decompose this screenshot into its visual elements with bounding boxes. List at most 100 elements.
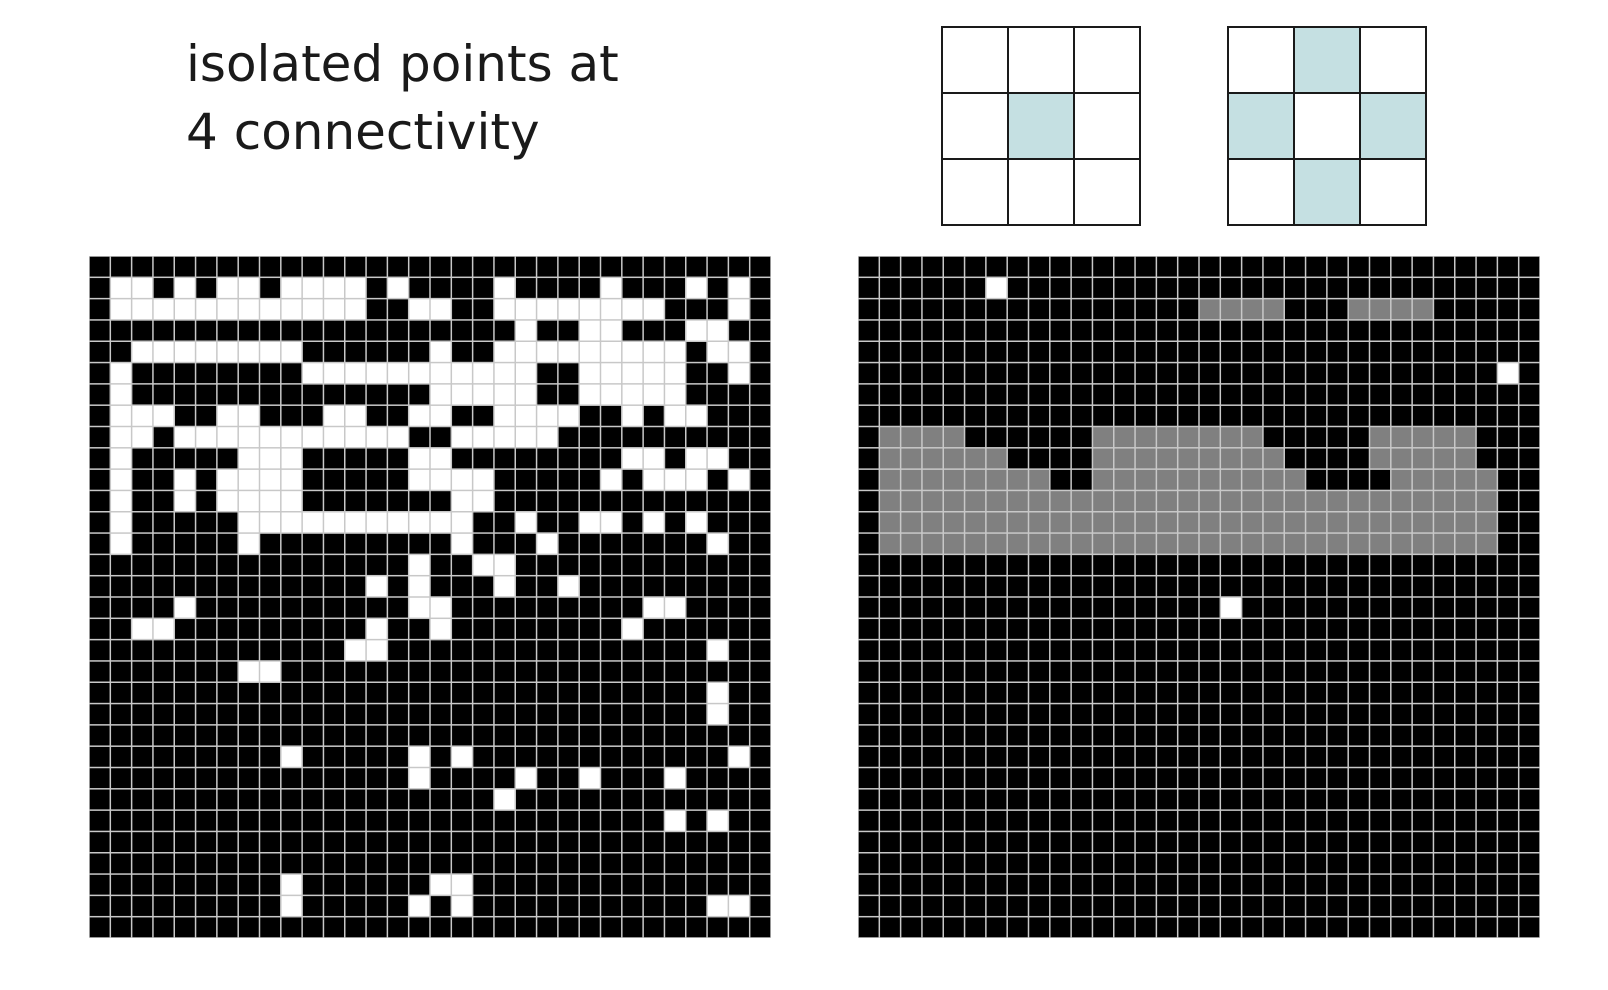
pixel-cell [132,512,153,533]
pixel-cell [601,853,622,874]
pixel-cell [281,810,302,831]
pixel-cell [1285,640,1305,661]
pixel-cell [1135,555,1156,575]
pixel-cell [729,683,749,703]
pixel-cell [1029,683,1050,703]
pixel-cell [1519,768,1540,789]
pixel-cell [858,661,879,682]
pixel-cell [217,896,238,916]
pixel-cell [452,299,472,320]
pixel-cell [260,725,281,746]
pixel-cell [601,427,622,448]
pixel-cell [452,278,472,298]
pixel-cell [1050,619,1071,639]
pixel-cell [238,320,259,341]
pixel-cell [1221,278,1241,298]
pixel-cell [1007,704,1028,725]
pixel-cell [1114,555,1135,575]
pixel-cell [1114,619,1135,639]
pixel-cell [302,853,323,874]
pixel-cell [558,725,579,746]
pixel-cell [324,768,344,789]
pixel-cell [260,810,281,831]
pixel-cell [1476,810,1497,831]
pixel-cell [494,683,515,703]
pixel-cell [1476,448,1497,469]
pixel-cell [1285,469,1305,490]
pixel-cell [324,683,344,703]
pixel-cell [409,576,430,597]
pixel-cell [1519,555,1540,575]
pixel-cell [1029,874,1050,895]
pixel-cell [175,725,195,746]
pixel-cell [558,810,579,831]
pixel-cell [1476,874,1497,895]
pixel-cell [729,746,749,767]
pixel-cell [430,853,451,874]
pixel-cell [1071,555,1092,575]
pixel-cell [1071,533,1092,554]
pixel-cell [1221,342,1241,362]
pixel-cell [880,746,900,767]
pixel-cell [1093,384,1113,405]
pixel-cell [1050,256,1071,277]
pixel-cell [1498,704,1518,725]
pixel-cell [1242,427,1263,448]
pixel-cell [516,363,536,384]
pixel-cell [1093,810,1113,831]
pixel-cell [111,619,131,639]
pixel-cell [1093,555,1113,575]
pixel-cell [1412,896,1433,916]
pixel-cell [388,384,408,405]
pixel-cell [601,896,622,916]
pixel-cell [1519,853,1540,874]
pixel-cell [858,384,879,405]
pixel-cell [89,810,110,831]
pixel-cell [901,342,922,362]
pixel-cell [452,917,472,938]
pixel-cell [1306,661,1327,682]
pixel-cell [1348,810,1369,831]
pixel-cell [1306,320,1327,341]
pixel-cell [1221,789,1241,810]
pixel-cell [944,363,964,384]
pixel-cell [1071,874,1092,895]
pixel-cell [260,448,281,469]
pixel-cell [1263,427,1284,448]
pixel-cell [1114,256,1135,277]
pixel-cell [1093,853,1113,874]
pixel-cell [324,576,344,597]
pixel-cell [986,704,1007,725]
pixel-cell [1007,874,1028,895]
pixel-cell [1178,597,1199,618]
pixel-cell [1434,768,1454,789]
pixel-cell [153,683,174,703]
pixel-cell [111,768,131,789]
pixel-cell [579,555,600,575]
pixel-cell [1412,683,1433,703]
pixel-cell [430,491,451,511]
pixel-cell [729,320,749,341]
pixel-cell [366,832,387,852]
isolated-points-result-image [858,256,1540,938]
pixel-cell [1135,363,1156,384]
pixel-cell [1071,917,1092,938]
pixel-cell [452,512,472,533]
pixel-cell [1391,917,1412,938]
pixel-cell [409,810,430,831]
pixel-cell [880,725,900,746]
pixel-cell [986,363,1007,384]
pixel-cell [345,469,366,490]
pixel-cell [409,469,430,490]
pixel-cell [729,704,749,725]
pixel-cell [1157,576,1177,597]
pixel-cell [922,917,943,938]
pixel-cell [238,640,259,661]
pixel-cell [1157,320,1177,341]
pixel-cell [1412,299,1433,320]
pixel-cell [750,320,771,341]
pixel-cell [1434,661,1454,682]
pixel-cell [1007,512,1028,533]
pixel-cell [1476,661,1497,682]
pixel-cell [1029,512,1050,533]
